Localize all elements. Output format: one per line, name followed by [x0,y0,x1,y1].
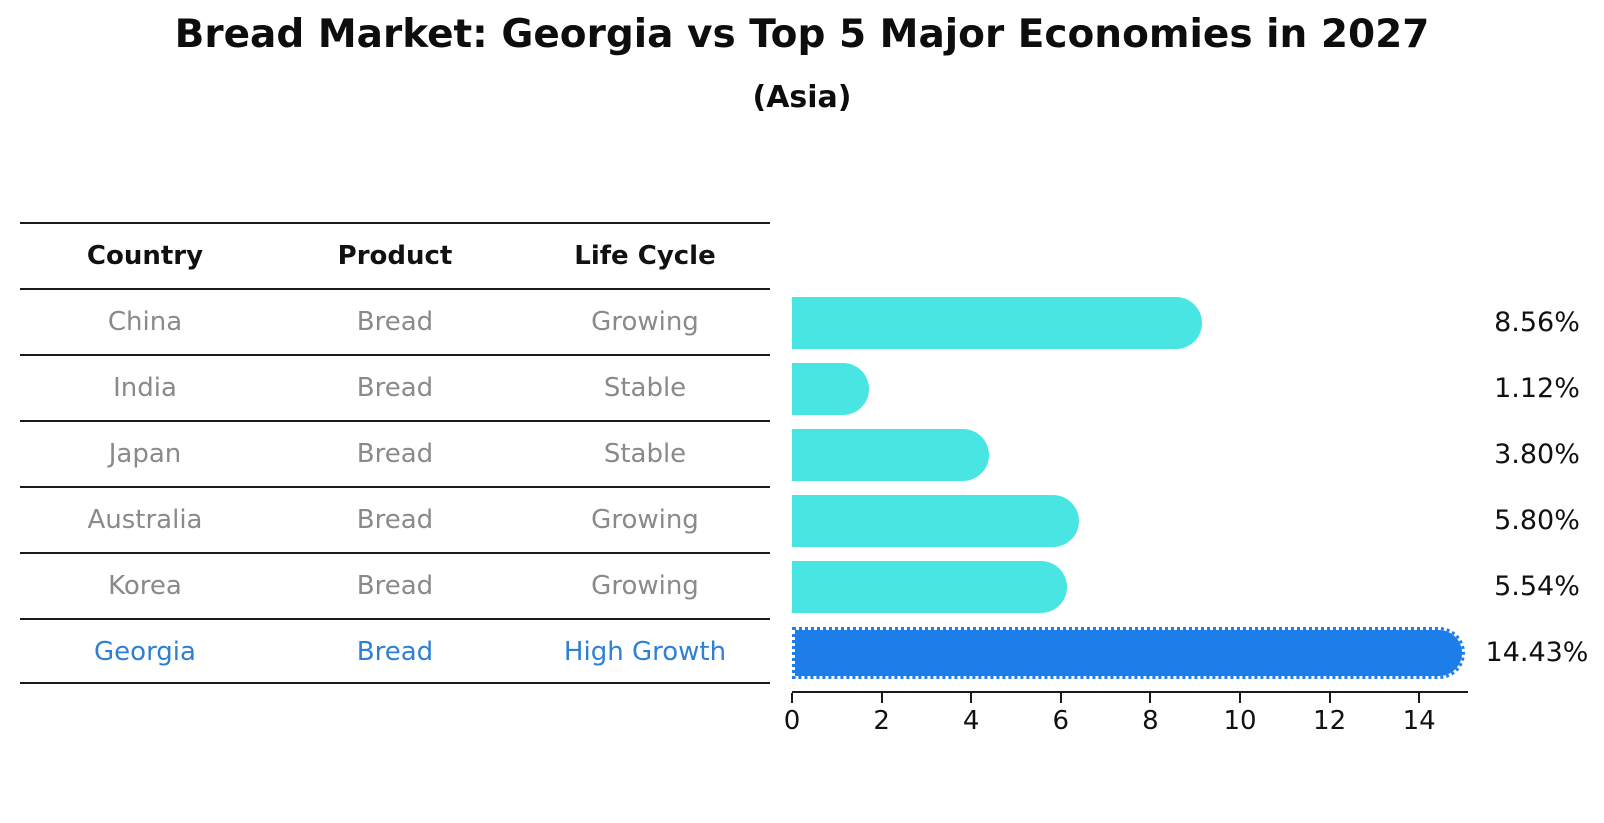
x-tick-mark-6 [1059,693,1062,703]
x-tick-mark-8 [1149,693,1152,703]
x-tick-mark-0 [791,693,793,703]
table-row-australia: Australia Bread Growing [20,486,770,552]
x-tick-label-14: 14 [1402,706,1436,736]
cell-country: Korea [108,571,182,601]
cell-life-cycle: Growing [591,307,699,337]
bar-georgia [792,627,1466,679]
x-tick-label-10: 10 [1223,706,1257,736]
x-tick-mark-2 [880,693,883,703]
x-tick-label-12: 12 [1313,706,1347,736]
value-label-korea: 5.54% [1494,571,1580,602]
x-tick-mark-4 [970,693,973,703]
x-tick-label-2: 2 [873,706,890,736]
value-label-australia: 5.80% [1494,505,1580,536]
bar-japan [792,429,990,481]
cell-country: Australia [87,505,203,535]
table-row-georgia: Georgia Bread High Growth [20,618,770,684]
cell-life-cycle: Stable [603,439,687,469]
x-tick-label-4: 4 [962,706,980,736]
chart-subtitle: (Asia) [752,80,852,115]
value-label-japan: 3.80% [1494,439,1580,470]
cell-country: India [113,373,177,403]
cell-product: Bread [356,505,434,535]
table-row-korea: Korea Bread Growing [20,552,770,618]
cell-product: Bread [356,571,434,601]
x-tick-mark-12 [1328,693,1331,703]
table-row-china: China Bread Growing [20,288,770,354]
cell-country: Georgia [94,637,196,667]
cell-country: Japan [108,439,182,469]
table-row-japan: Japan Bread Stable [20,420,770,486]
x-tick-label-8: 8 [1142,706,1159,736]
x-tick-label-0: 0 [783,706,801,736]
cell-life-cycle: High Growth [563,637,727,667]
x-tick-mark-10 [1239,693,1241,703]
cell-product: Bread [356,637,434,667]
x-tick-mark-14 [1418,693,1421,703]
cell-country: China [107,307,183,337]
value-label-china: 8.56% [1494,307,1580,338]
x-tick-label-6: 6 [1052,706,1070,736]
header-country: Country [86,241,204,271]
chart-title: Bread Market: Georgia vs Top 5 Major Eco… [174,12,1430,57]
value-label-india: 1.12% [1494,373,1580,404]
bar-india [792,363,870,415]
bar-australia [792,495,1079,547]
cell-product: Bread [356,373,434,403]
value-label-georgia: 14.43% [1485,637,1589,668]
cell-life-cycle: Stable [603,373,687,403]
header-product: Product [337,241,453,271]
cell-life-cycle: Growing [591,571,699,601]
bar-korea [792,561,1068,613]
table-header-row: Country Product Life Cycle [20,222,770,288]
cell-life-cycle: Growing [591,505,699,535]
cell-product: Bread [356,439,434,469]
table-row-india: India Bread Stable [20,354,770,420]
x-axis-line [792,691,1468,693]
cell-product: Bread [356,307,434,337]
bar-china [792,297,1203,349]
country-table: Country Product Life Cycle China Bread Gro… [20,222,770,684]
header-life-cycle: Life Cycle [574,241,716,271]
